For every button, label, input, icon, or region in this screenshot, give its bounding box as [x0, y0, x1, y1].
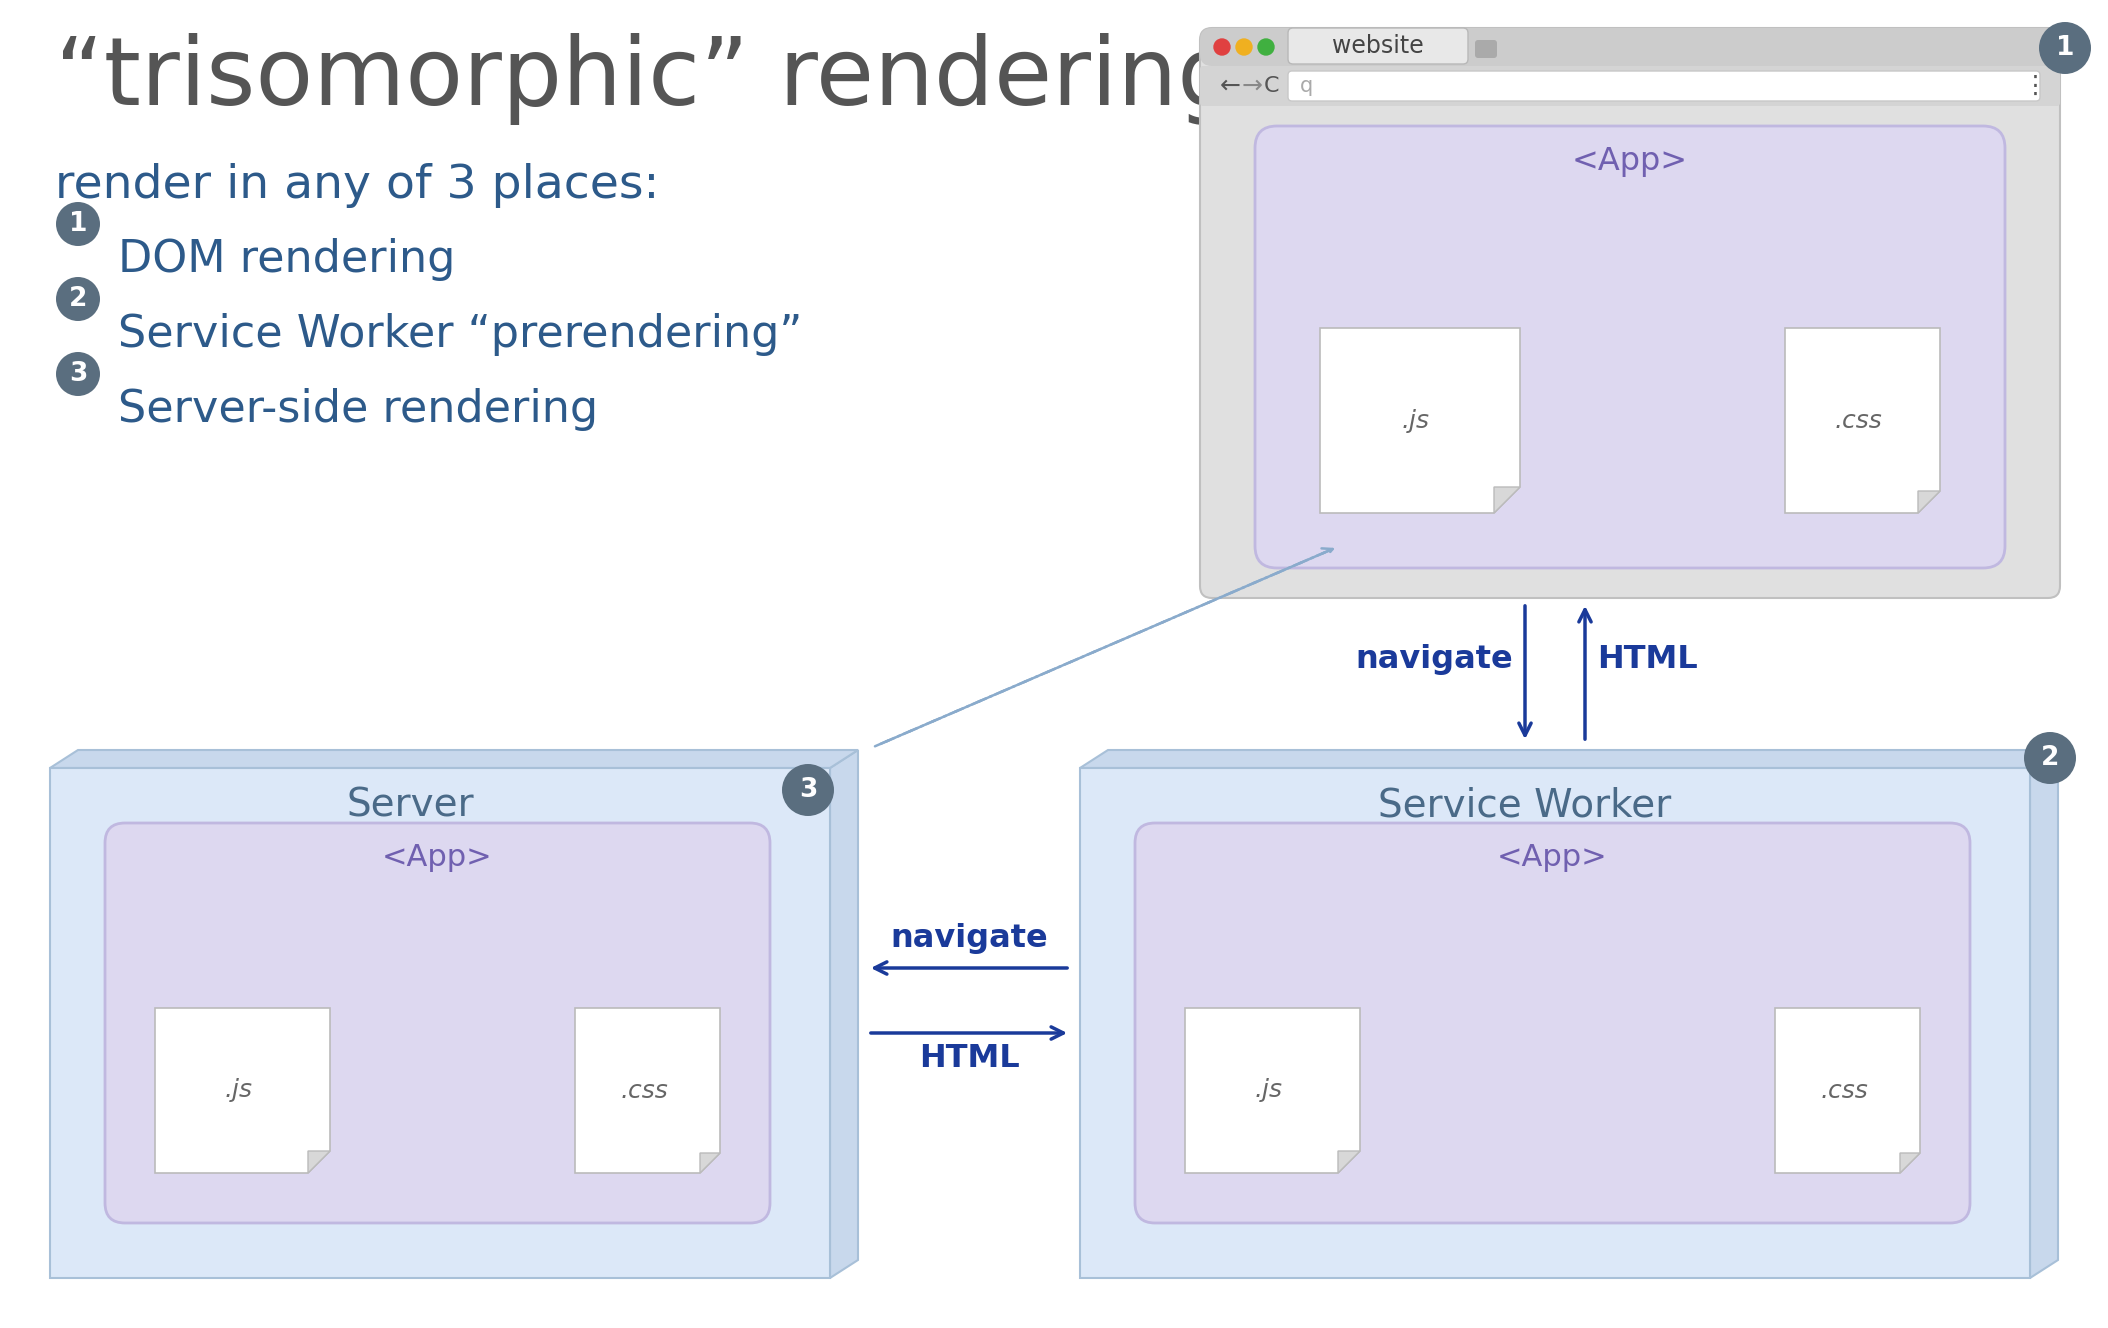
- Text: →: →: [1242, 74, 1263, 98]
- Text: C: C: [1265, 76, 1280, 96]
- Polygon shape: [51, 768, 831, 1278]
- Text: .css: .css: [1821, 1078, 1868, 1102]
- Circle shape: [57, 278, 99, 321]
- Text: render in any of 3 places:: render in any of 3 places:: [55, 163, 660, 208]
- FancyBboxPatch shape: [1199, 66, 2060, 106]
- Text: ⋮: ⋮: [2024, 74, 2049, 98]
- FancyBboxPatch shape: [1288, 28, 1467, 64]
- Circle shape: [57, 202, 99, 246]
- Circle shape: [2024, 732, 2076, 784]
- Text: .js: .js: [1254, 1078, 1284, 1102]
- Text: .css: .css: [620, 1078, 668, 1102]
- Text: “trisomorphic” rendering: “trisomorphic” rendering: [55, 33, 1237, 125]
- Polygon shape: [1339, 1151, 1360, 1173]
- FancyBboxPatch shape: [1288, 70, 2041, 101]
- Circle shape: [1258, 39, 1273, 54]
- FancyBboxPatch shape: [1199, 28, 2060, 598]
- Text: 3: 3: [799, 777, 818, 803]
- Text: navigate: navigate: [1355, 644, 1514, 675]
- Polygon shape: [1775, 1008, 1920, 1173]
- Text: 3: 3: [70, 361, 86, 386]
- Polygon shape: [1079, 750, 2057, 768]
- FancyBboxPatch shape: [1254, 126, 2005, 568]
- Text: <App>: <App>: [1573, 146, 1689, 177]
- Text: HTML: HTML: [1598, 644, 1697, 675]
- Text: <App>: <App>: [1497, 843, 1608, 872]
- Text: DOM rendering: DOM rendering: [118, 238, 455, 282]
- Text: .css: .css: [1834, 409, 1882, 433]
- FancyBboxPatch shape: [105, 823, 769, 1223]
- Circle shape: [57, 352, 99, 396]
- Text: ←: ←: [1221, 74, 1242, 98]
- FancyBboxPatch shape: [1134, 823, 1971, 1223]
- Polygon shape: [2030, 750, 2057, 1278]
- Text: 1: 1: [2055, 35, 2074, 61]
- Text: 1: 1: [70, 211, 86, 236]
- Polygon shape: [1785, 328, 1939, 513]
- Polygon shape: [1899, 1153, 1920, 1173]
- Text: 2: 2: [2041, 745, 2060, 772]
- Text: navigate: navigate: [890, 923, 1048, 954]
- Text: 2: 2: [70, 286, 86, 312]
- Polygon shape: [1320, 328, 1520, 513]
- Polygon shape: [831, 750, 858, 1278]
- Polygon shape: [1495, 487, 1520, 513]
- Polygon shape: [1185, 1008, 1360, 1173]
- Polygon shape: [156, 1008, 331, 1173]
- FancyBboxPatch shape: [1199, 28, 2060, 66]
- Circle shape: [1235, 39, 1252, 54]
- Polygon shape: [1079, 768, 2030, 1278]
- Circle shape: [1214, 39, 1229, 54]
- Text: website: website: [1332, 35, 1423, 58]
- Text: .js: .js: [1402, 409, 1429, 433]
- Text: Server-side rendering: Server-side rendering: [118, 388, 599, 432]
- Text: HTML: HTML: [919, 1042, 1020, 1074]
- Polygon shape: [308, 1151, 331, 1173]
- Text: .js: .js: [226, 1078, 253, 1102]
- Polygon shape: [1918, 491, 1939, 513]
- FancyBboxPatch shape: [1476, 40, 1497, 58]
- Text: Service Worker: Service Worker: [1379, 786, 1672, 823]
- Polygon shape: [51, 750, 858, 768]
- Text: Service Worker “prerendering”: Service Worker “prerendering”: [118, 313, 803, 356]
- Polygon shape: [700, 1153, 721, 1173]
- Text: <App>: <App>: [382, 843, 493, 872]
- Text: q: q: [1301, 76, 1313, 96]
- Polygon shape: [575, 1008, 721, 1173]
- Text: Server: Server: [346, 786, 474, 823]
- Circle shape: [782, 764, 835, 815]
- Circle shape: [2038, 23, 2091, 74]
